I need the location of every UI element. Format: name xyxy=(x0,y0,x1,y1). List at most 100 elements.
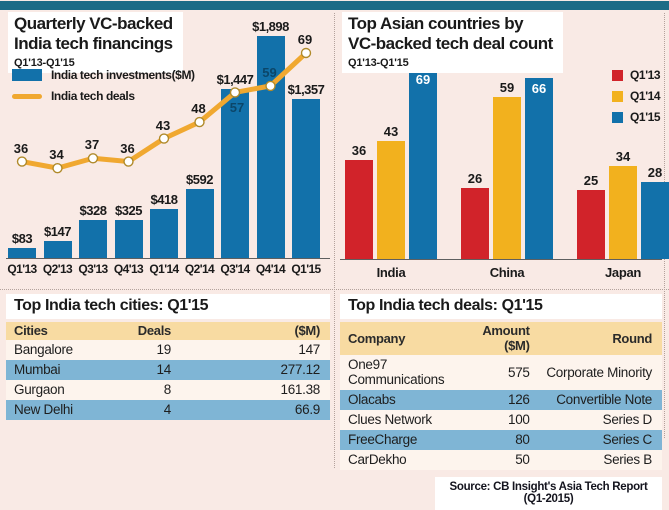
square-swatch-icon xyxy=(612,111,623,123)
table-cell: Olacabs xyxy=(348,392,396,407)
deals-point-label: 34 xyxy=(49,147,64,163)
deals-line-chart xyxy=(16,47,312,174)
asian-title-block: Top Asian countries by VC-backed tech de… xyxy=(342,12,563,74)
source-attribution: Source: CB Insight's Asia Tech Report (Q… xyxy=(435,477,662,510)
country-label: China xyxy=(489,265,525,280)
bar-swatch-icon xyxy=(12,69,42,81)
deal-count-label: 36 xyxy=(351,143,367,158)
deal-count-bar xyxy=(345,160,373,259)
x-axis-label: Q4'14 xyxy=(255,262,286,276)
legend-label: Q1'13 xyxy=(630,68,661,82)
table-cell: 80 xyxy=(515,432,530,447)
deals-table-title: Top India tech deals: Q1'15 xyxy=(340,294,662,319)
financings-chart-panel: Quarterly VC-backed India tech financing… xyxy=(6,12,332,288)
bar-value-label: $1,447 xyxy=(216,71,254,87)
country-label: India xyxy=(376,265,406,280)
table-row: New Delhi 4 66.9 xyxy=(6,400,330,420)
table-cell: Series C xyxy=(602,432,653,447)
deal-count-bar xyxy=(461,187,489,259)
table-cell: 8 xyxy=(163,382,172,397)
cities-table-header: Cities Deals ($M) xyxy=(6,322,330,340)
top-accent-bar xyxy=(0,1,669,10)
table-cell: Mumbai xyxy=(14,362,61,377)
deals-table-header: Company Amount ($M) Round xyxy=(340,322,662,355)
table-cell: One97 Communications xyxy=(348,357,445,387)
asian-subtitle: Q1'13-Q1'15 xyxy=(348,57,409,70)
table-row: Clues Network 100 Series D xyxy=(340,410,662,430)
deals-point-label: 59 xyxy=(262,64,277,80)
table-cell: 14 xyxy=(156,362,172,377)
table-cell: 277.12 xyxy=(280,362,321,377)
deal-count-bar xyxy=(493,96,521,259)
x-axis-label: Q4'13 xyxy=(113,262,144,276)
x-axis-label: Q3'13 xyxy=(78,262,108,276)
table-cell: New Delhi xyxy=(14,402,73,417)
deals-point-label: 37 xyxy=(84,137,100,153)
bar-value-label: $83 xyxy=(11,231,33,247)
financings-title-line1: Quarterly VC-backed xyxy=(14,14,173,33)
legend-item-deals: India tech deals xyxy=(12,89,195,103)
deals-line-point xyxy=(87,153,99,164)
financings-title-line2: India tech financings xyxy=(14,34,173,54)
table-cell: 161.38 xyxy=(280,382,321,397)
deals-line-point xyxy=(16,156,28,167)
deals-line-point xyxy=(158,133,170,144)
deals-line-point xyxy=(52,162,63,174)
asian-chart-panel: Top Asian countries by VC-backed tech de… xyxy=(340,12,669,288)
table-cell: Corporate Minority xyxy=(546,364,652,380)
table-row: Bangalore 19 147 xyxy=(6,340,330,360)
deals-point-label: 48 xyxy=(191,101,206,117)
bar-value-label: $1,898 xyxy=(252,18,289,34)
table-row: FreeCharge 80 Series C xyxy=(340,430,662,450)
financings-legend: India tech investments($M) India tech de… xyxy=(12,68,195,110)
deals-table-panel: Top India tech deals: Q1'15 Company Amoun… xyxy=(340,294,662,510)
x-axis-label: Q1'14 xyxy=(149,262,179,276)
column-header: Cities xyxy=(6,322,136,340)
deal-count-bar xyxy=(577,190,605,259)
column-header: Round xyxy=(539,322,662,355)
legend-item-q1-15: Q1'15 xyxy=(612,110,661,124)
table-cell: Clues Network xyxy=(348,412,432,427)
table-row: One97 Communications 575 Corporate Minorit… xyxy=(340,355,662,390)
bar-value-label: $147 xyxy=(44,223,71,239)
deal-count-label: 59 xyxy=(499,79,515,95)
investment-bar xyxy=(114,219,143,258)
x-axis-label: Q1'13 xyxy=(7,262,37,276)
table-cell: 100 xyxy=(508,412,530,427)
line-swatch-icon xyxy=(12,93,42,99)
investment-bar xyxy=(185,188,214,258)
column-header: Amount ($M) xyxy=(481,322,540,355)
country-label: Japan xyxy=(604,265,642,280)
table-cell: 147 xyxy=(298,342,320,357)
deals-table: Company Amount ($M) Round One97 Communicat… xyxy=(340,322,662,470)
bar-value-label: $325 xyxy=(115,202,142,218)
table-row: Gurgaon 8 161.38 xyxy=(6,380,330,400)
deal-count-bar xyxy=(609,165,637,259)
table-cell: Series D xyxy=(602,412,653,427)
cities-table: Cities Deals ($M) Bangalore 19 147 Mumbai 14 27… xyxy=(6,322,330,420)
asian-title-line1: Top Asian countries by xyxy=(348,14,524,33)
table-cell: Bangalore xyxy=(14,342,73,357)
deals-line-point xyxy=(265,80,276,92)
cities-table-body: Bangalore 19 147 Mumbai 14 277.12 Gurgaon 8 161.… xyxy=(6,340,330,420)
square-swatch-icon xyxy=(612,90,623,102)
financings-plot: $83 Q1'13 $147 Q2'13 $328 Q3'13 $325 Q4'13 $418 Q… xyxy=(6,12,332,288)
investment-bar xyxy=(150,209,178,258)
legend-item-q1-14: Q1'14 xyxy=(612,89,661,103)
table-row: Mumbai 14 277.12 xyxy=(6,360,330,380)
table-cell: 126 xyxy=(508,392,530,407)
x-axis-label: Q3'14 xyxy=(220,262,250,276)
deal-count-label: 69 xyxy=(415,72,431,88)
table-cell: FreeCharge xyxy=(348,432,418,447)
financings-subtitle: Q1'13-Q1'15 xyxy=(14,57,75,70)
deal-count-label: 34 xyxy=(615,148,631,164)
deal-count-bar xyxy=(409,69,437,259)
deals-line-point xyxy=(300,47,312,59)
deal-count-label: 28 xyxy=(647,165,663,180)
horizontal-separator xyxy=(0,289,669,290)
deal-count-label: 26 xyxy=(467,170,483,186)
deals-point-label: 36 xyxy=(120,140,135,156)
vertical-separator xyxy=(334,13,335,468)
deals-point-label: 36 xyxy=(13,140,29,156)
square-swatch-icon xyxy=(612,69,623,81)
